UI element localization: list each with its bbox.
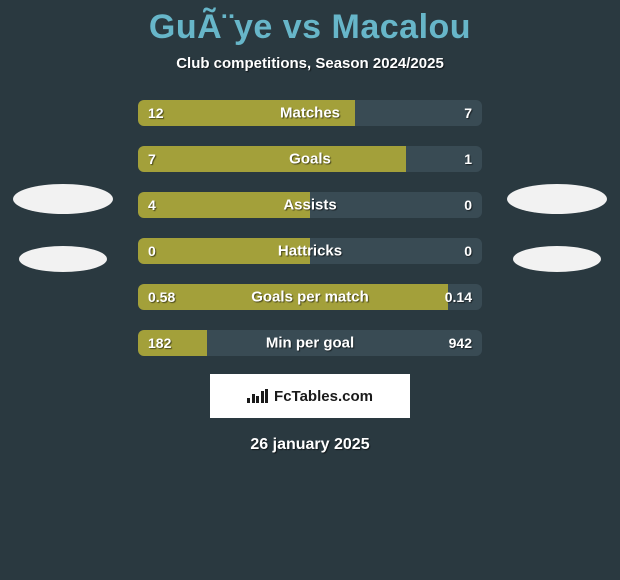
stat-right-value: 942 <box>449 335 472 351</box>
stat-left-value: 12 <box>148 105 164 121</box>
player1-avatar-col <box>8 184 118 272</box>
chart-row: 12 Matches 7 7 Goals 1 4 Assists 0 0 Hattricks 0 0.5… <box>0 100 620 356</box>
stat-right-value: 0.14 <box>445 289 472 305</box>
player1-avatar-placeholder <box>13 184 113 214</box>
stat-left-value: 4 <box>148 197 156 213</box>
player2-club-placeholder <box>513 246 601 272</box>
stat-bars: 12 Matches 7 7 Goals 1 4 Assists 0 0 Hattricks 0 0.5… <box>138 100 482 356</box>
brand-badge[interactable]: FcTables.com <box>210 374 410 418</box>
page-title: GuÃ¨ye vs Macalou <box>0 8 620 47</box>
stat-bar: 0 Hattricks 0 <box>138 238 482 264</box>
player2-avatar-col <box>502 184 612 272</box>
player1-club-placeholder <box>19 246 107 272</box>
stat-name: Goals per match <box>251 289 369 306</box>
stat-name: Matches <box>280 105 340 122</box>
chart-icon <box>247 389 268 403</box>
date-label: 26 january 2025 <box>0 436 620 454</box>
stat-bar: 182 Min per goal 942 <box>138 330 482 356</box>
stat-left-value: 0.58 <box>148 289 175 305</box>
stat-bar: 4 Assists 0 <box>138 192 482 218</box>
stat-name: Goals <box>289 151 331 168</box>
stat-name: Assists <box>283 197 336 214</box>
stat-name: Min per goal <box>266 335 354 352</box>
comparison-widget: GuÃ¨ye vs Macalou Club competitions, Sea… <box>0 0 620 454</box>
stat-left-value: 182 <box>148 335 171 351</box>
stat-bar: 7 Goals 1 <box>138 146 482 172</box>
subtitle: Club competitions, Season 2024/2025 <box>0 55 620 72</box>
stat-name: Hattricks <box>278 243 342 260</box>
stat-right-value: 0 <box>464 243 472 259</box>
stat-right-value: 0 <box>464 197 472 213</box>
stat-bar: 12 Matches 7 <box>138 100 482 126</box>
stat-left-value: 7 <box>148 151 156 167</box>
stat-left-value: 0 <box>148 243 156 259</box>
player2-avatar-placeholder <box>507 184 607 214</box>
brand-label: FcTables.com <box>274 388 373 405</box>
stat-bar: 0.58 Goals per match 0.14 <box>138 284 482 310</box>
stat-right-value: 7 <box>464 105 472 121</box>
stat-right-value: 1 <box>464 151 472 167</box>
